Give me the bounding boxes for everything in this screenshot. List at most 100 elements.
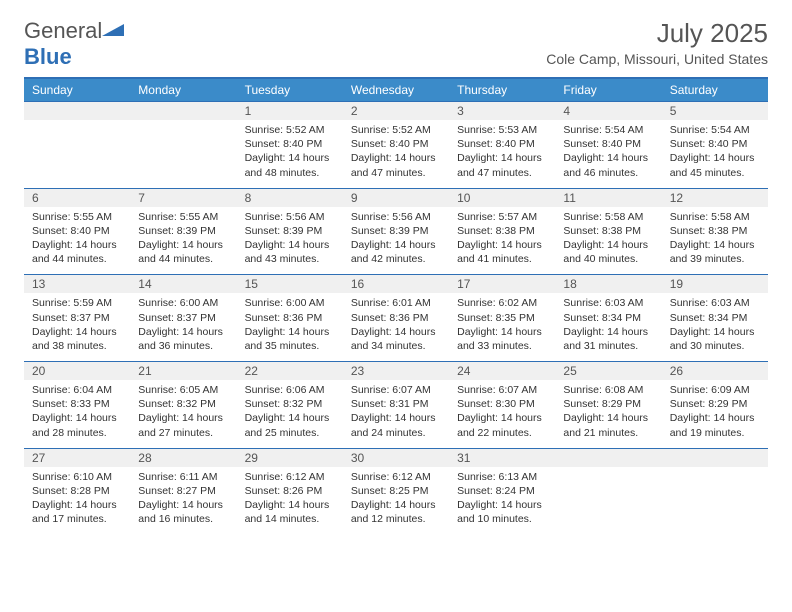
brand-part1: General <box>24 18 102 43</box>
daylight-line: Daylight: 14 hours and 35 minutes. <box>245 325 335 353</box>
day-number-cell: 30 <box>343 448 449 467</box>
sunrise-line: Sunrise: 6:12 AM <box>245 470 335 484</box>
day-number-cell: 28 <box>130 448 236 467</box>
day-number-cell: 10 <box>449 188 555 207</box>
dow-header-cell: Sunday <box>24 78 130 102</box>
sunrise-line: Sunrise: 6:02 AM <box>457 296 547 310</box>
daylight-line: Daylight: 14 hours and 31 minutes. <box>563 325 653 353</box>
daylight-line: Daylight: 14 hours and 22 minutes. <box>457 411 547 439</box>
sunrise-line: Sunrise: 6:06 AM <box>245 383 335 397</box>
daylight-line: Daylight: 14 hours and 45 minutes. <box>670 151 760 179</box>
day-number-cell: 9 <box>343 188 449 207</box>
sunrise-line: Sunrise: 6:12 AM <box>351 470 441 484</box>
sunrise-line: Sunrise: 5:56 AM <box>351 210 441 224</box>
sunrise-line: Sunrise: 6:05 AM <box>138 383 228 397</box>
day-info-cell: Sunrise: 6:07 AMSunset: 8:31 PMDaylight:… <box>343 380 449 448</box>
sunrise-line: Sunrise: 6:00 AM <box>138 296 228 310</box>
week-info-row: Sunrise: 5:59 AM Sunset: 8:37 PM Daylight:… <box>24 293 768 361</box>
brand-part2: Blue <box>24 44 72 69</box>
day-info-cell: Sunrise: 6:04 AMSunset: 8:33 PMDaylight:… <box>24 380 130 448</box>
day-info-cell: Sunrise: 6:12 AMSunset: 8:25 PMDaylight:… <box>343 467 449 535</box>
daylight-line: Daylight: 14 hours and 30 minutes. <box>670 325 760 353</box>
sunrise-line: Sunrise: 5:52 AM <box>351 123 441 137</box>
sunrise-line: Sunrise: 5:57 AM <box>457 210 547 224</box>
day-info-cell: Sunrise: 6:09 AMSunset: 8:29 PMDaylight:… <box>662 380 768 448</box>
empty-info-cell <box>24 120 130 188</box>
sunset-line: Sunset: 8:31 PM <box>351 397 441 411</box>
empty-info-cell <box>555 467 661 535</box>
daylight-line: Daylight: 14 hours and 48 minutes. <box>245 151 335 179</box>
sunrise-line: Sunrise: 6:10 AM <box>32 470 122 484</box>
sunset-line: Sunset: 8:39 PM <box>351 224 441 238</box>
sunrise-line: Sunrise: 5:59 AM <box>32 296 122 310</box>
brand-logo: General Blue <box>24 18 124 70</box>
sunset-line: Sunset: 8:35 PM <box>457 311 547 325</box>
day-info-cell: Sunrise: 5:54 AMSunset: 8:40 PMDaylight:… <box>662 120 768 188</box>
week-info-row: Sunrise: 5:55 AMSunset: 8:40 PMDaylight:… <box>24 207 768 275</box>
daylight-line: Daylight: 14 hours and 38 minutes. <box>32 325 122 353</box>
sunset-line: Sunset: 8:40 PM <box>32 224 122 238</box>
daylight-line: Daylight: 14 hours and 47 minutes. <box>351 151 441 179</box>
daylight-line: Daylight: 14 hours and 10 minutes. <box>457 498 547 526</box>
sunset-line: Sunset: 8:32 PM <box>138 397 228 411</box>
sunset-line: Sunset: 8:34 PM <box>563 311 653 325</box>
day-number-cell: 14 <box>130 275 236 294</box>
daylight-line: Daylight: 14 hours and 12 minutes. <box>351 498 441 526</box>
sunrise-line: Sunrise: 5:55 AM <box>138 210 228 224</box>
page-header: General Blue July 2025 Cole Camp, Missou… <box>24 18 768 71</box>
empty-info-cell <box>130 120 236 188</box>
day-number-cell: 21 <box>130 362 236 381</box>
day-info-cell: Sunrise: 6:10 AMSunset: 8:28 PMDaylight:… <box>24 467 130 535</box>
daylight-line: Daylight: 14 hours and 24 minutes. <box>351 411 441 439</box>
sunrise-line: Sunrise: 6:13 AM <box>457 470 547 484</box>
sunrise-line: Sunrise: 5:54 AM <box>563 123 653 137</box>
sunrise-line: Sunrise: 5:53 AM <box>457 123 547 137</box>
sunset-line: Sunset: 8:29 PM <box>563 397 653 411</box>
day-info-cell: Sunrise: 6:05 AMSunset: 8:32 PMDaylight:… <box>130 380 236 448</box>
sunrise-line: Sunrise: 5:58 AM <box>563 210 653 224</box>
calendar-table: SundayMondayTuesdayWednesdayThursdayFrid… <box>24 77 768 534</box>
sunset-line: Sunset: 8:28 PM <box>32 484 122 498</box>
dow-header-cell: Monday <box>130 78 236 102</box>
week-info-row: Sunrise: 6:04 AMSunset: 8:33 PMDaylight:… <box>24 380 768 448</box>
title-block: July 2025 Cole Camp, Missouri, United St… <box>546 18 768 71</box>
day-number-cell: 31 <box>449 448 555 467</box>
sunrise-line: Sunrise: 6:01 AM <box>351 296 441 310</box>
day-info-cell: Sunrise: 6:03 AMSunset: 8:34 PMDaylight:… <box>555 293 661 361</box>
week-daynum-row: 20212223242526 <box>24 362 768 381</box>
sunrise-line: Sunrise: 5:52 AM <box>245 123 335 137</box>
daylight-line: Daylight: 14 hours and 46 minutes. <box>563 151 653 179</box>
daylight-line: Daylight: 14 hours and 25 minutes. <box>245 411 335 439</box>
sunset-line: Sunset: 8:40 PM <box>351 137 441 151</box>
calendar-page: General Blue July 2025 Cole Camp, Missou… <box>0 0 792 534</box>
day-info-cell: Sunrise: 6:01 AMSunset: 8:36 PMDaylight:… <box>343 293 449 361</box>
daylight-line: Daylight: 14 hours and 33 minutes. <box>457 325 547 353</box>
daylight-line: Daylight: 14 hours and 34 minutes. <box>351 325 441 353</box>
day-number-cell: 5 <box>662 102 768 121</box>
dow-header-cell: Friday <box>555 78 661 102</box>
day-number-cell: 1 <box>237 102 343 121</box>
day-number-cell: 29 <box>237 448 343 467</box>
sunrise-line: Sunrise: 5:56 AM <box>245 210 335 224</box>
sunrise-line: Sunrise: 5:55 AM <box>32 210 122 224</box>
sunrise-line: Sunrise: 5:58 AM <box>670 210 760 224</box>
sunset-line: Sunset: 8:40 PM <box>245 137 335 151</box>
dow-header-row: SundayMondayTuesdayWednesdayThursdayFrid… <box>24 78 768 102</box>
day-number-cell: 26 <box>662 362 768 381</box>
sunset-line: Sunset: 8:25 PM <box>351 484 441 498</box>
sunset-line: Sunset: 8:39 PM <box>138 224 228 238</box>
brand-text: General Blue <box>24 18 124 70</box>
sunrise-line: Sunrise: 6:11 AM <box>138 470 228 484</box>
day-number-cell: 3 <box>449 102 555 121</box>
daylight-line: Daylight: 14 hours and 19 minutes. <box>670 411 760 439</box>
daylight-line: Daylight: 14 hours and 43 minutes. <box>245 238 335 266</box>
sunset-line: Sunset: 8:39 PM <box>245 224 335 238</box>
day-number-cell: 2 <box>343 102 449 121</box>
sunrise-line: Sunrise: 6:03 AM <box>670 296 760 310</box>
sunset-line: Sunset: 8:37 PM <box>138 311 228 325</box>
empty-daynum-cell <box>130 102 236 121</box>
sunrise-line: Sunrise: 6:07 AM <box>457 383 547 397</box>
week-info-row: Sunrise: 6:10 AMSunset: 8:28 PM Daylight:… <box>24 467 768 535</box>
day-number-cell: 6 <box>24 188 130 207</box>
sunset-line: Sunset: 8:34 PM <box>670 311 760 325</box>
